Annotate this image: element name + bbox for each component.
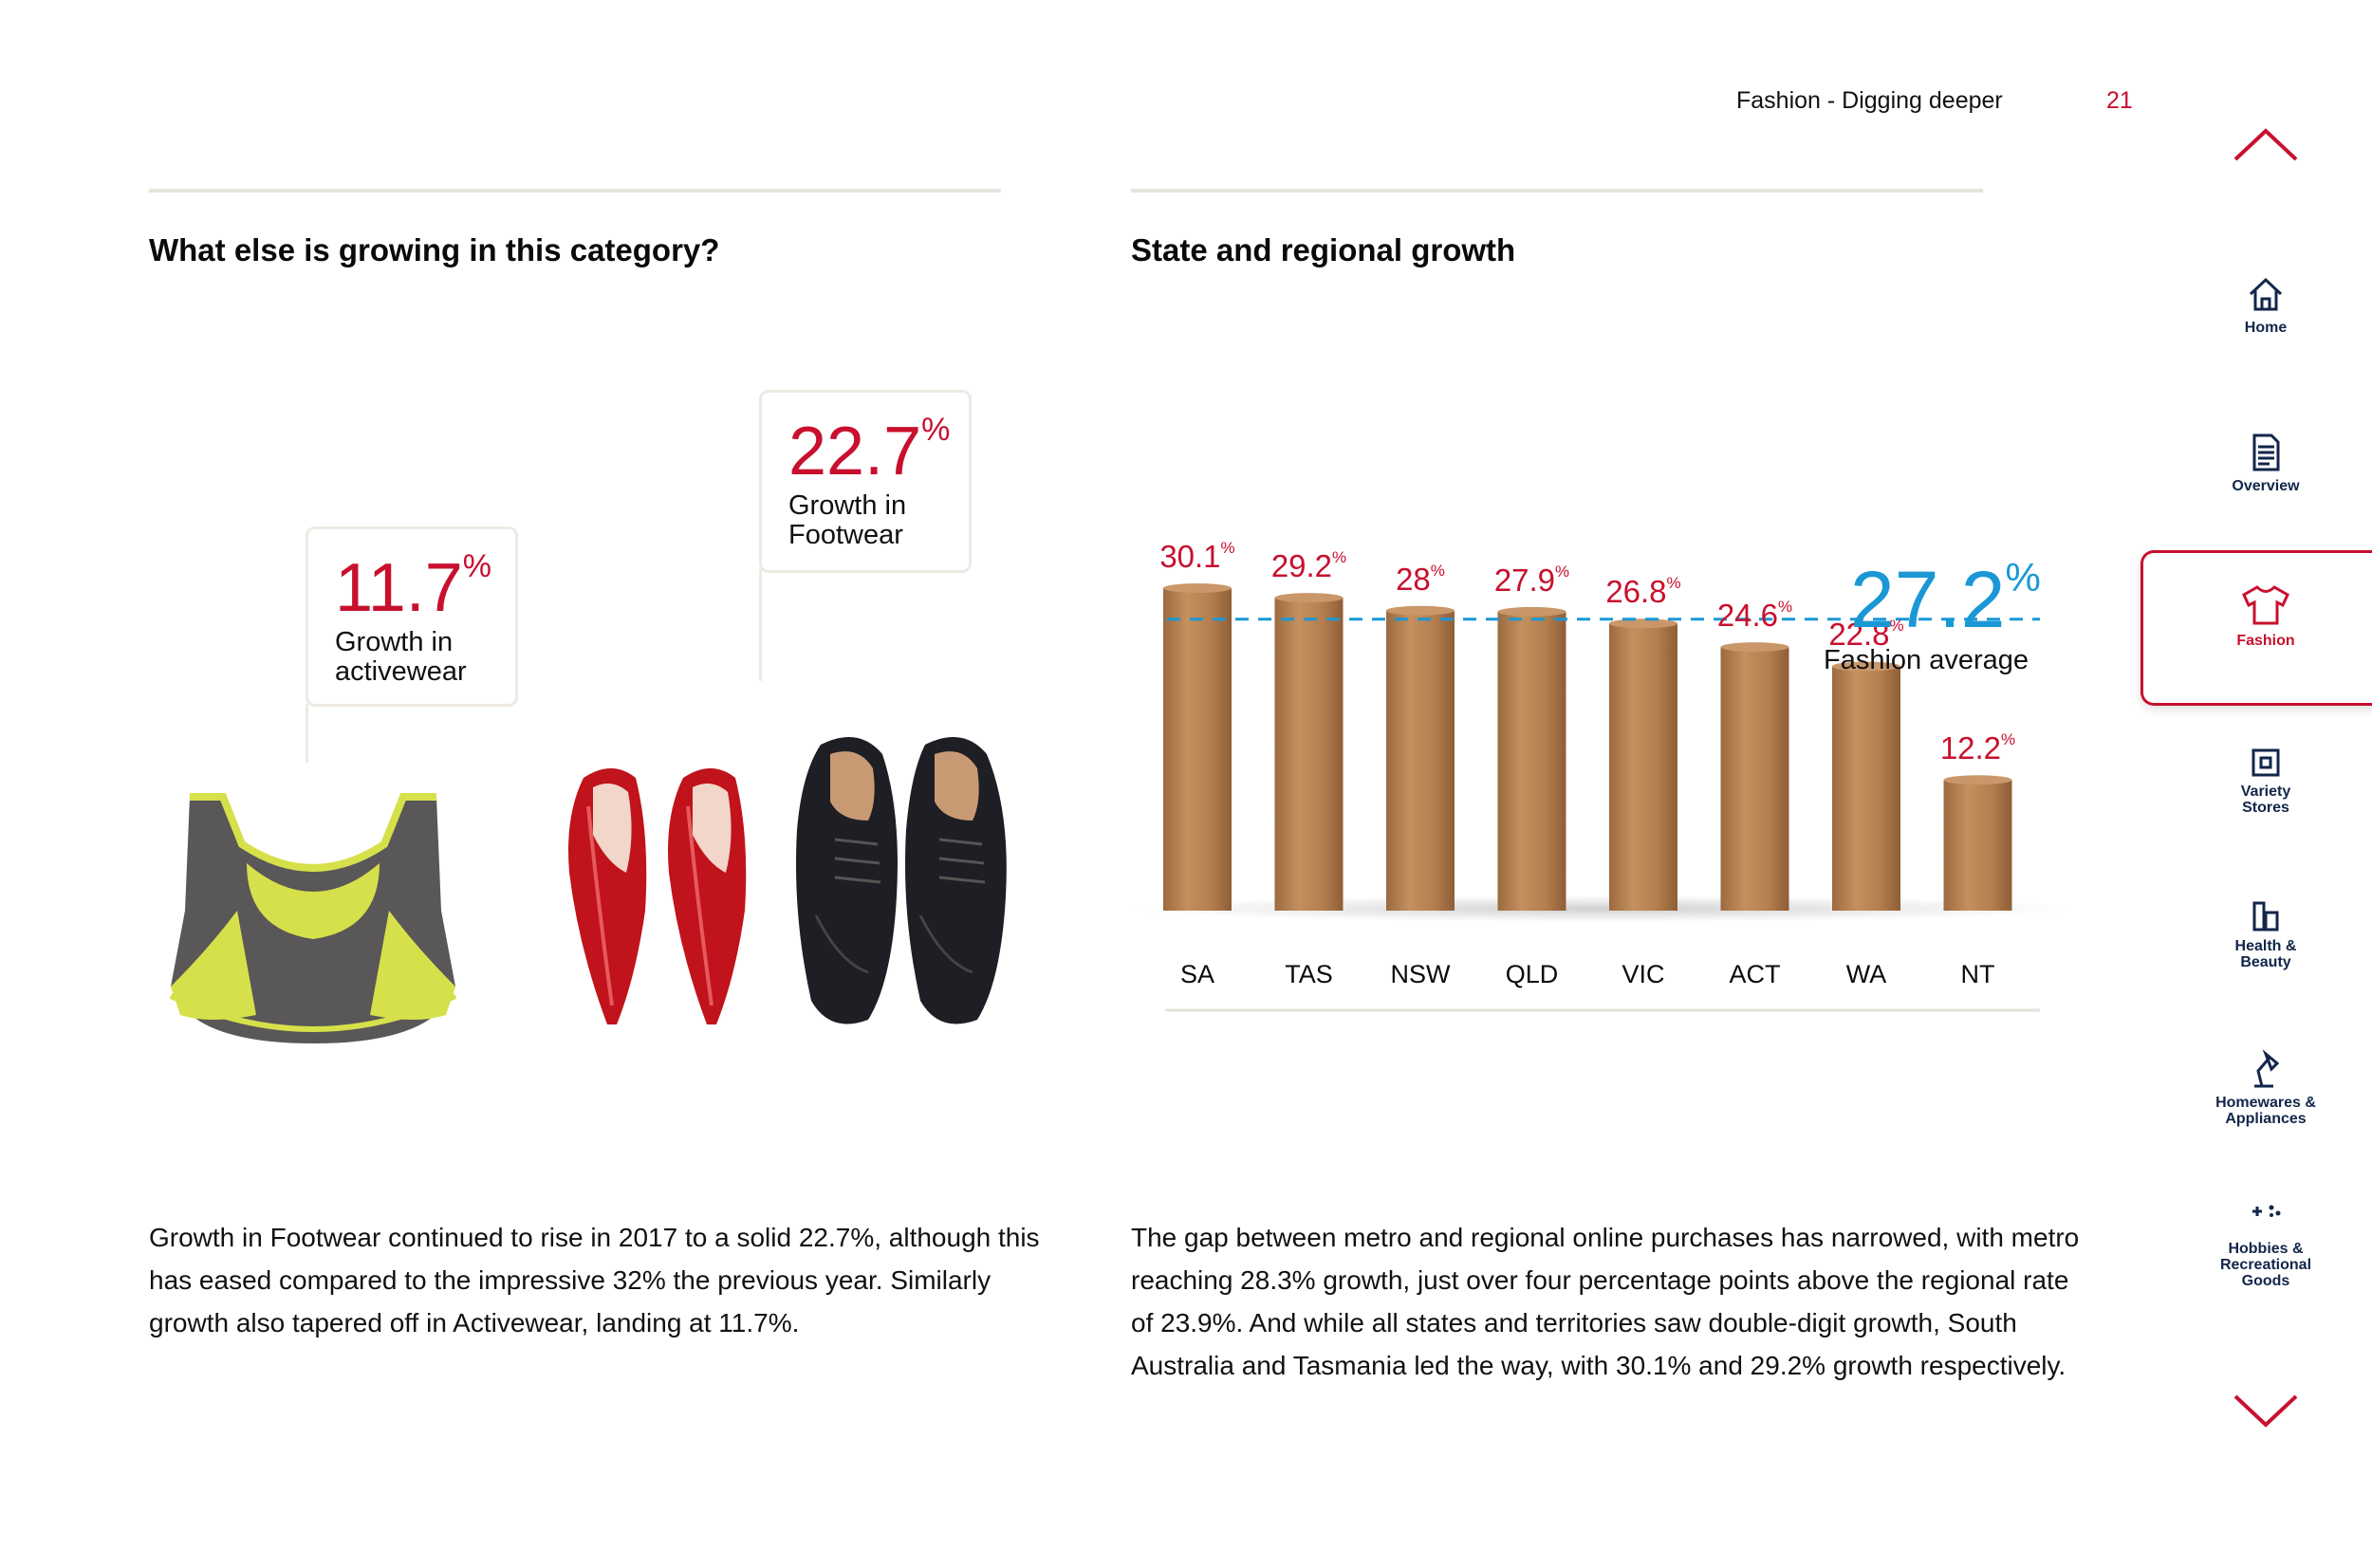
black-shoes-image xyxy=(796,737,1007,1024)
activewear-label: Growth in activewear xyxy=(335,627,467,687)
nav-homewares-label: Homewares & Appliances xyxy=(2215,1095,2316,1127)
lamp-icon xyxy=(2254,1049,2280,1088)
bar-wa xyxy=(1832,661,1900,911)
bar-sa xyxy=(1163,583,1232,911)
nav-hobbies[interactable]: Hobbies & Recreational Goods xyxy=(2195,1200,2337,1289)
bar-vic xyxy=(1609,618,1677,911)
callout-activewear: 11.7% Growth in activewear xyxy=(306,526,518,707)
chevron-down-icon[interactable] xyxy=(2232,1393,2300,1430)
category-label: WA xyxy=(1845,960,1887,988)
left-divider xyxy=(149,189,1001,193)
nav-homewares[interactable]: Homewares & Appliances xyxy=(2195,1048,2337,1127)
nav-fashion-label: Fashion xyxy=(2236,633,2295,649)
category-label: QLD xyxy=(1505,960,1559,988)
tshirt-icon xyxy=(2242,585,2289,625)
bar-value-label: 24.6% xyxy=(1716,598,1793,634)
category-label: NT xyxy=(1960,960,1995,988)
bar-value-label: 12.2% xyxy=(1939,730,2016,766)
chart-canvas xyxy=(1129,583,2078,1012)
category-label: VIC xyxy=(1621,960,1665,988)
callout-activewear-pointer xyxy=(306,704,308,763)
nav-hobbies-label: Hobbies & Recreational Goods xyxy=(2219,1241,2312,1289)
bar-nsw xyxy=(1386,605,1455,911)
sports-bra-image xyxy=(169,793,457,1043)
category-label: ACT xyxy=(1729,960,1781,988)
chart-heading: State and regional growth xyxy=(1131,232,1516,267)
bar-value-label: 29.2% xyxy=(1270,548,1347,584)
bar-value-label: 28% xyxy=(1396,561,1445,597)
left-heading: What else is growing in this category? xyxy=(149,232,720,267)
health-beauty-icon xyxy=(2252,901,2279,932)
right-paragraph: The gap between metro and regional onlin… xyxy=(1131,1223,2080,1380)
footwear-label: Growth in Footwear xyxy=(788,490,907,550)
nav-variety-label: Variety Stores xyxy=(2240,784,2291,816)
bar-value-label: 30.1% xyxy=(1159,539,1235,574)
right-divider xyxy=(1131,189,1983,193)
average-value: 27.2% xyxy=(1850,555,2041,644)
category-label: TAS xyxy=(1285,960,1333,988)
nav-home[interactable]: Home xyxy=(2195,273,2337,336)
document-icon xyxy=(2252,434,2280,471)
nav-overview-label: Overview xyxy=(2232,478,2300,494)
bar-qld xyxy=(1497,606,1566,911)
category-label: SA xyxy=(1179,960,1215,988)
category-label: NSW xyxy=(1390,960,1451,988)
page-number: 21 xyxy=(2106,87,2133,114)
nav-variety-stores[interactable]: Variety Stores xyxy=(2195,745,2337,816)
chart-floor-shadow xyxy=(1129,895,2078,922)
callout-footwear: 22.7% Growth in Footwear xyxy=(759,390,972,573)
variety-stores-icon xyxy=(2252,748,2280,777)
nav-home-label: Home xyxy=(2244,320,2288,336)
gamepad-icon xyxy=(2252,1205,2281,1217)
bar-tas xyxy=(1274,593,1344,911)
activewear-growth-value: 11.7% xyxy=(335,548,492,626)
callout-footwear-pointer xyxy=(759,569,762,681)
home-icon xyxy=(2249,277,2283,311)
chevron-up-icon[interactable] xyxy=(2232,125,2300,163)
nav-health-beauty[interactable]: Health & Beauty xyxy=(2195,899,2337,970)
footwear-growth-value: 22.7% xyxy=(788,412,951,489)
bar-act xyxy=(1720,642,1789,911)
nav-fashion[interactable]: Fashion xyxy=(2195,582,2337,649)
left-paragraph: Growth in Footwear continued to rise in … xyxy=(149,1223,1040,1337)
state-growth-chart: 30.1% 29.2% 28% 27.9% 26.8% 24.6% 22.8% 12.2% S… xyxy=(1120,512,2087,1024)
section-title: Fashion - Digging deeper xyxy=(1736,87,2003,114)
average-callout: 27.2% xyxy=(1850,555,2041,644)
nav-overview[interactable]: Overview xyxy=(2195,432,2337,494)
nav-fashion-active-tab[interactable] xyxy=(2140,550,2372,706)
nav-health-label: Health & Beauty xyxy=(2234,938,2297,970)
average-label: Fashion average xyxy=(1824,645,2029,675)
bar-value-label: 22.8% xyxy=(1828,617,1904,653)
bar-value-label: 26.8% xyxy=(1605,574,1681,610)
red-heels-image xyxy=(568,768,747,1024)
bar-value-label: 27.9% xyxy=(1493,562,1570,598)
bar-nt xyxy=(1943,775,2012,911)
